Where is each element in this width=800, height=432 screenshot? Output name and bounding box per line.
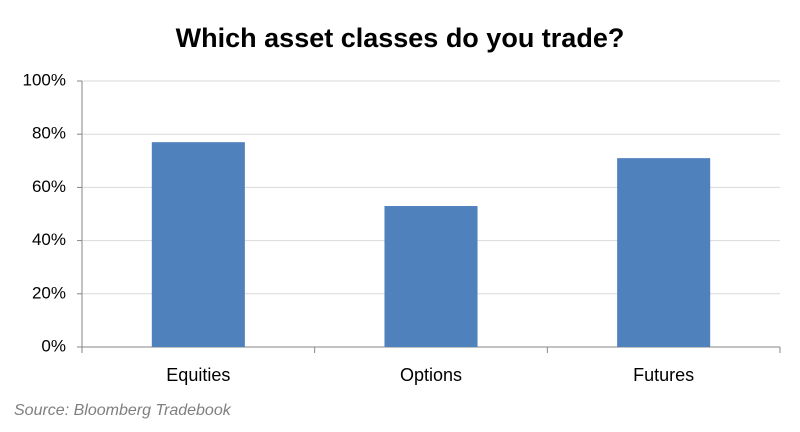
y-tick-label: 40%: [32, 230, 66, 249]
y-tick-label: 0%: [41, 336, 66, 355]
y-tick-label: 60%: [32, 177, 66, 196]
x-tick-label: Futures: [633, 365, 694, 385]
y-tick-label: 80%: [32, 124, 66, 143]
x-tick-label: Options: [400, 365, 462, 385]
bar: [617, 158, 711, 347]
y-tick-label: 100%: [23, 70, 66, 89]
chart-title: Which asset classes do you trade?: [176, 23, 625, 53]
source-note: Source: Bloomberg Tradebook: [14, 402, 232, 419]
x-tick-label: Equities: [166, 365, 230, 385]
y-tick-label: 20%: [32, 283, 66, 302]
bar: [151, 142, 245, 347]
bar: [384, 206, 478, 347]
